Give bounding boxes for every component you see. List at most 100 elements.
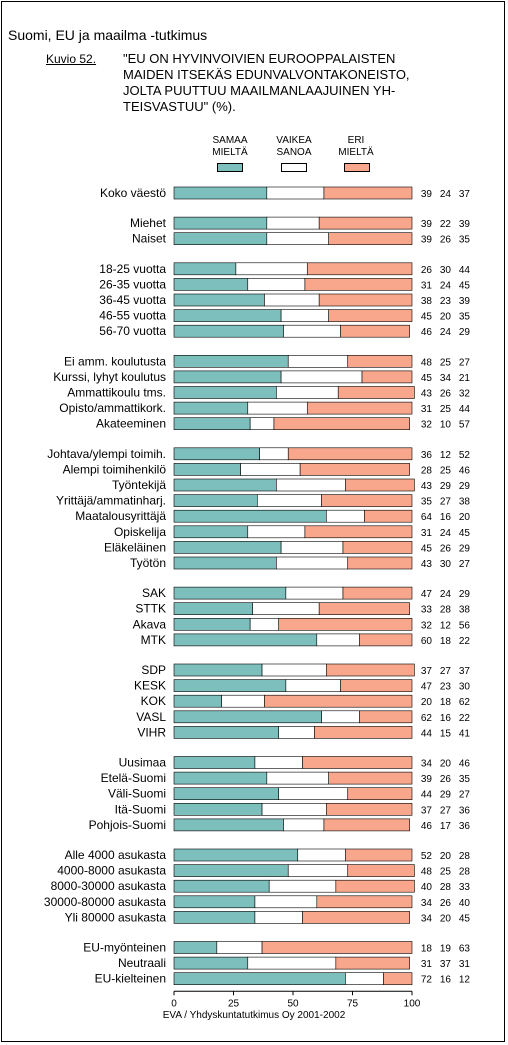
question-line-2: MAIDEN ITSEKÄS EDUNVALVONTAKONEISTO, [123, 67, 410, 82]
bar-agree-26-35-vuotta [173, 278, 249, 291]
value-disagree-johtava-ylempi-toimih: 52 [459, 450, 471, 461]
value-disagree-vasl: 22 [459, 713, 471, 724]
bar-agree-pohjois-suomi [173, 818, 284, 832]
bar-disagree-it-suomi [326, 802, 413, 816]
value-agree-kok: 20 [421, 697, 433, 708]
bar-agree-mtk [173, 633, 318, 647]
bar-undecided-ty-ntekij [276, 478, 346, 492]
bar-agree-ei-amm-koulutusta [173, 354, 289, 368]
legend-label-disagree: ERI MIELTÄ [321, 135, 391, 159]
value-disagree-akateeminen: 57 [459, 420, 471, 431]
legend-swatch-agree [217, 163, 243, 172]
bar-undecided-it-suomi [261, 802, 327, 816]
bar-undecided-56-70-vuotta [283, 324, 341, 338]
value-agree-uusimaa: 34 [421, 759, 433, 770]
bar-disagree-ty-ntekij [345, 478, 415, 492]
row-label-koko-v-est: Koko väestö [100, 186, 166, 200]
value-disagree-4000-8000-asukasta: 28 [459, 867, 471, 878]
value-disagree-56-70-vuotta: 29 [459, 327, 471, 338]
bar-undecided-8000-30000-asukasta [268, 879, 337, 893]
bar-disagree-eu-my-nteinen [261, 941, 413, 954]
value-disagree-neutraali: 31 [459, 959, 471, 970]
bar-agree-naiset [173, 232, 268, 245]
value-agree-eu-my-nteinen: 18 [421, 944, 433, 955]
row-label-pohjois-suomi: Pohjois-Suomi [89, 818, 166, 832]
bar-disagree-vihr [314, 726, 413, 739]
bar-undecided-uusimaa [254, 756, 303, 769]
bar-agree-yritt-j-ammatinharj [173, 494, 258, 507]
legend-swatch-undecided [281, 163, 307, 172]
bar-undecided-kesk [285, 679, 341, 692]
value-undecided-ty-ntekij: 29 [440, 481, 452, 492]
row-label-miehet: Miehet [130, 216, 167, 230]
value-disagree-46-55-vuotta: 35 [459, 312, 471, 323]
figure-label: Kuvio 52. [46, 52, 97, 66]
bar-disagree-etel-suomi [328, 771, 413, 785]
row-label-yli-80000-asukasta: Yli 80000 asukasta [65, 910, 167, 924]
bar-undecided-akava [249, 617, 280, 631]
value-agree-maatalousyritt-j: 64 [421, 512, 433, 523]
value-undecided-akateeminen: 10 [440, 420, 452, 431]
bar-disagree-miehet [318, 216, 413, 230]
value-agree-vasl: 62 [421, 713, 433, 724]
question-line-4: TEISVASTUU" (%). [123, 99, 236, 114]
bar-disagree-ammattikoulu-tms [337, 386, 415, 399]
value-agree-akateeminen: 32 [421, 420, 433, 431]
value-disagree-el-kel-inen: 29 [459, 543, 471, 554]
bar-undecided-36-45-vuotta [264, 293, 320, 307]
value-agree-4000-8000-asukasta: 48 [421, 867, 433, 878]
bar-agree-4000-8000-asukasta [173, 864, 289, 877]
row-label-akava: Akava [133, 617, 167, 631]
value-undecided-mtk: 18 [440, 636, 452, 647]
bar-agree-eu-kielteinen [173, 972, 346, 986]
value-undecided-8000-30000-asukasta: 28 [440, 882, 452, 893]
value-disagree-yritt-j-ammatinharj: 38 [459, 497, 471, 508]
bar-undecided-ammattikoulu-tms [276, 386, 339, 399]
bar-agree-kurssi-lyhyt-koulutus [173, 370, 282, 384]
bar-undecided-akateeminen [249, 417, 275, 431]
value-disagree-eu-kielteinen: 12 [459, 975, 471, 986]
value-agree-vihr: 44 [421, 728, 433, 739]
bar-disagree-ei-amm-koulutusta [347, 354, 413, 368]
bar-undecided-naiset [266, 232, 330, 245]
row-label-el-kel-inen: Eläkeläinen [104, 540, 166, 554]
value-agree-26-35-vuotta: 31 [421, 280, 433, 291]
value-agree-sak: 47 [421, 589, 433, 600]
bar-disagree-maatalousyritt-j [364, 509, 413, 523]
value-agree-sdp: 37 [421, 666, 433, 677]
legend-label-agree-line1: SAMAA [212, 135, 248, 146]
bar-agree-36-45-vuotta [173, 293, 265, 307]
bar-disagree-uusimaa [302, 756, 413, 769]
row-label-it-suomi: Itä-Suomi [115, 802, 166, 816]
value-undecided-46-55-vuotta: 20 [440, 312, 452, 323]
value-agree-pohjois-suomi: 46 [421, 821, 433, 832]
bar-disagree-36-45-vuotta [318, 293, 413, 307]
legend-swatch-disagree [344, 163, 370, 172]
value-undecided-el-kel-inen: 26 [440, 543, 452, 554]
bar-agree-sdp [173, 663, 263, 677]
bar-agree-koko-v-est [173, 186, 268, 200]
value-agree-it-suomi: 37 [421, 805, 433, 816]
value-disagree-yli-80000-asukasta: 45 [459, 913, 471, 924]
legend-label-undecided-line1: VAIKEA [276, 135, 312, 146]
value-agree-etel-suomi: 39 [421, 774, 433, 785]
bar-undecided-koko-v-est [266, 186, 325, 200]
bar-undecided-pohjois-suomi [283, 818, 325, 832]
bar-disagree-mtk [359, 633, 413, 647]
value-undecided-miehet: 22 [440, 219, 452, 230]
value-disagree-kok: 62 [459, 697, 471, 708]
x-tick-label: 75 [347, 998, 359, 1009]
bar-disagree-johtava-ylempi-toimih [287, 447, 413, 461]
value-undecided-maatalousyritt-j: 16 [440, 512, 452, 523]
value-disagree-miehet: 39 [459, 219, 471, 230]
bar-disagree-yli-80000-asukasta [302, 911, 410, 924]
bar-undecided-kok [221, 694, 265, 708]
bar-undecided-46-55-vuotta [280, 309, 330, 322]
bar-disagree-v-li-suomi [347, 787, 413, 801]
bar-agree-maatalousyritt-j [173, 509, 327, 523]
row-label-30000-80000-asukasta: 30000-80000 asukasta [44, 895, 166, 909]
value-agree-johtava-ylempi-toimih: 36 [421, 450, 433, 461]
value-disagree-18-25-vuotta: 44 [459, 265, 471, 276]
bar-disagree-26-35-vuotta [304, 278, 413, 291]
bar-disagree-kok [264, 694, 413, 708]
